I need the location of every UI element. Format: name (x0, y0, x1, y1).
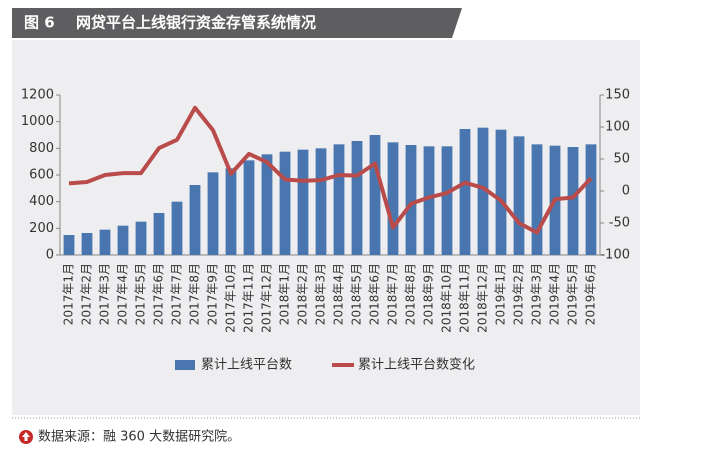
y2-tick-label: 0 (622, 184, 630, 199)
bar (495, 129, 507, 255)
bar (261, 154, 273, 255)
x-tick-label: 2017年9月 (206, 263, 220, 325)
x-tick-label: 2018年11月 (458, 263, 472, 333)
bar (99, 229, 111, 255)
x-tick-label: 2017年12月 (260, 263, 274, 333)
y2-tick-label: 50 (613, 152, 630, 167)
legend-label: 累计上线平台数 (201, 358, 292, 373)
bar (297, 149, 309, 255)
bar (171, 201, 183, 255)
bar (243, 160, 255, 255)
x-tick-label: 2017年1月 (62, 263, 76, 325)
x-tick-label: 2018年4月 (332, 263, 346, 325)
x-tick-label: 2018年5月 (350, 263, 364, 325)
bar (369, 135, 381, 255)
bar (279, 151, 291, 255)
x-tick-label: 2019年2月 (512, 263, 526, 325)
bar (387, 142, 399, 255)
bar (189, 185, 201, 255)
bar (117, 225, 129, 255)
line (68, 105, 593, 235)
y2-tick-label: 100 (605, 120, 630, 135)
bar (585, 144, 597, 255)
x-tick-label: 2018年1月 (278, 263, 292, 325)
x-tick-label: 2017年11月 (242, 263, 256, 333)
bar (441, 146, 453, 255)
x-tick-label: 2019年4月 (548, 263, 562, 325)
y2-tick-label: -100 (600, 248, 630, 263)
bar (513, 136, 525, 255)
x-tick-label: 2017年3月 (98, 263, 112, 325)
x-tick-label: 2018年6月 (368, 263, 382, 325)
bar (153, 213, 165, 255)
x-tick-label: 2017年4月 (116, 263, 130, 325)
bar (477, 127, 489, 255)
bar (81, 233, 93, 255)
x-tick-label: 2019年3月 (530, 263, 544, 325)
y-tick-label: 800 (29, 141, 54, 156)
x-tick-label: 2018年9月 (422, 263, 436, 325)
figure-label: 图 6 (24, 14, 55, 32)
y-tick-label: 600 (29, 168, 54, 183)
x-tick-label: 2018年12月 (476, 263, 490, 333)
chart-title: 网贷平台上线银行资金存管系统情况 (76, 14, 316, 32)
bar (531, 144, 543, 255)
x-tick-label: 2018年8月 (404, 263, 418, 325)
bar (225, 168, 237, 255)
y-tick-label: 200 (29, 221, 54, 236)
x-tick-label: 2017年6月 (152, 263, 166, 325)
bar (63, 235, 75, 255)
x-tick-label: 2018年10月 (440, 263, 454, 333)
source-icon-arrow (22, 432, 30, 441)
x-tick-label: 2017年7月 (170, 263, 184, 325)
x-tick-label: 2018年3月 (314, 263, 328, 325)
y-tick-label: 1000 (21, 114, 54, 129)
x-tick-label: 2018年2月 (296, 263, 310, 325)
bar (351, 141, 363, 255)
x-tick-label: 2017年2月 (80, 263, 94, 325)
x-tick-label: 2017年10月 (224, 263, 238, 333)
y-tick-label: 400 (29, 194, 54, 209)
x-tick-label: 2019年5月 (566, 263, 580, 325)
y2-tick-label: -50 (609, 216, 630, 231)
y2-tick-label: 150 (605, 88, 630, 103)
bar (333, 144, 345, 255)
source: 数据来源：融 360 大数据研究院。 (38, 430, 240, 445)
bar (135, 221, 147, 255)
y-tick-label: 0 (46, 248, 54, 263)
bar (567, 147, 579, 255)
x-tick-label: 2019年1月 (494, 263, 508, 325)
legend-swatch (175, 360, 195, 370)
bar (315, 148, 327, 255)
bar (459, 129, 471, 255)
y-tick-label: 1200 (21, 88, 54, 103)
header-bar (12, 8, 462, 38)
bar (405, 145, 417, 255)
x-tick-label: 2017年8月 (188, 263, 202, 325)
x-tick-label: 2017年5月 (134, 263, 148, 325)
bar (207, 172, 219, 255)
x-tick-label: 2018年7月 (386, 263, 400, 325)
x-tick-label: 2019年6月 (584, 263, 598, 325)
legend-label: 累计上线平台数变化 (358, 357, 475, 373)
bar (423, 146, 435, 255)
